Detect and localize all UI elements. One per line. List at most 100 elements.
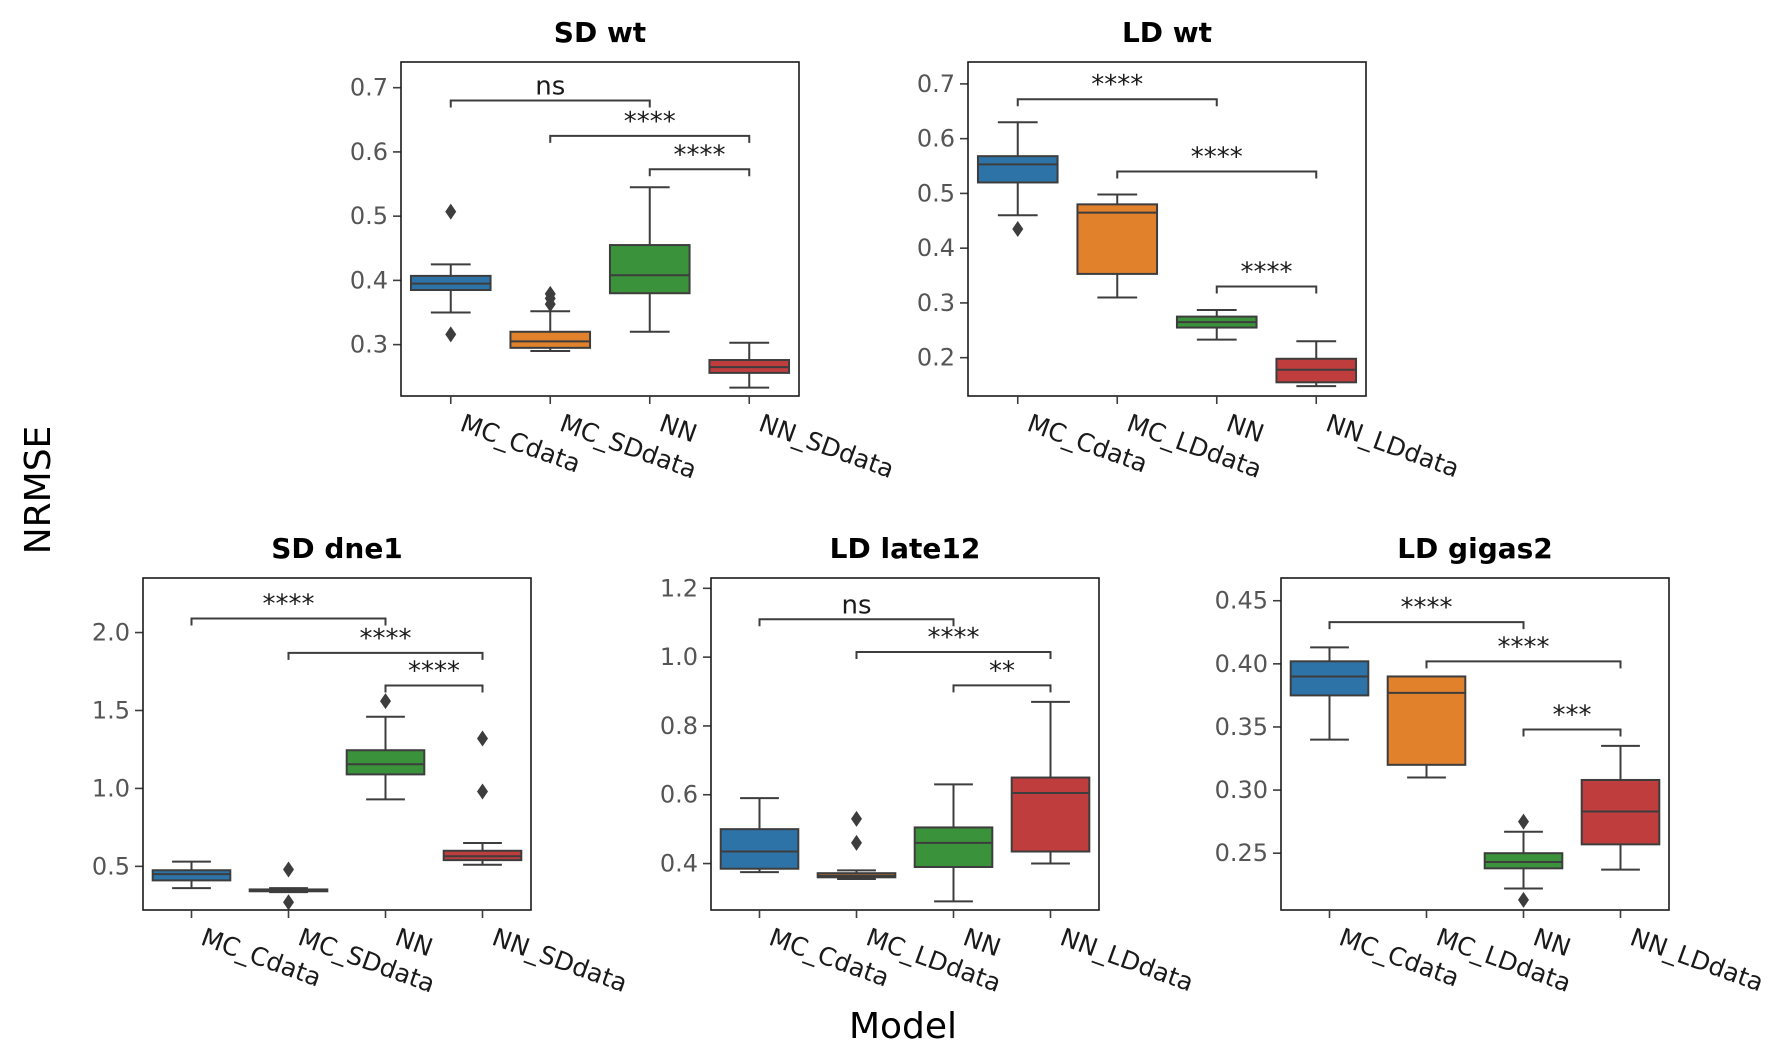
significance-label: **** xyxy=(408,657,460,687)
significance-bracket: **** xyxy=(1116,143,1318,179)
significance-bracket: ns xyxy=(449,72,651,108)
iqr-box xyxy=(1386,675,1467,766)
bracket-line xyxy=(287,651,484,660)
significance-bracket: ns xyxy=(758,590,955,627)
significance-label: **** xyxy=(360,624,412,654)
iqr-box xyxy=(151,869,232,882)
y-axis-title: NRMSE xyxy=(18,426,59,555)
y-tick-label: 1.5 xyxy=(92,696,130,724)
x-tick-label: NN_SDdata xyxy=(755,408,898,484)
x-axis-title: Model xyxy=(849,1006,957,1047)
y-tick-label: 1.0 xyxy=(92,774,130,802)
x-tick-label: NN_LDdata xyxy=(1056,922,1197,997)
panel-title: LD gigas2 xyxy=(1397,532,1553,565)
significance-label: **** xyxy=(1241,257,1293,287)
significance-label: **** xyxy=(1091,70,1143,100)
y-tick-label: 0.5 xyxy=(350,202,388,230)
iqr-box xyxy=(1076,203,1159,275)
y-tick-label: 0.7 xyxy=(917,70,955,98)
y-tick-label: 0.7 xyxy=(350,74,388,102)
y-tick-label: 0.6 xyxy=(917,125,955,153)
plot-frame xyxy=(967,61,1367,397)
bracket-line xyxy=(449,99,651,108)
box-NN xyxy=(1175,309,1258,341)
bracket-line xyxy=(648,168,751,177)
y-tick-label: 0.25 xyxy=(1215,839,1268,867)
significance-label: **** xyxy=(263,590,315,620)
box-MC_Cdata xyxy=(719,797,800,874)
box-NN_SDdata xyxy=(442,730,523,866)
y-tick-label: 0.5 xyxy=(92,852,130,880)
box-MC_SDdata xyxy=(509,285,592,353)
significance-bracket: **** xyxy=(1425,632,1622,669)
significance-label: **** xyxy=(1191,143,1243,173)
outlier-point xyxy=(1012,221,1024,237)
outlier-point xyxy=(445,203,457,220)
y-tick-label: 1.0 xyxy=(660,643,698,671)
outlier-point xyxy=(477,783,488,800)
significance-bracket: **** xyxy=(549,107,751,143)
box-NN xyxy=(913,783,994,903)
significance-bracket: **** xyxy=(287,624,484,660)
iqr-box xyxy=(913,826,994,868)
y-tick-label: 0.30 xyxy=(1215,776,1268,804)
box-NN_SDdata xyxy=(708,341,791,389)
box-MC_LDdata xyxy=(816,810,897,881)
panel-title: LD wt xyxy=(1122,16,1212,49)
box-MC_LDdata xyxy=(1076,193,1159,299)
bracket-line xyxy=(1425,660,1622,669)
box-NN xyxy=(345,693,426,801)
significance-bracket: **** xyxy=(648,140,751,177)
plot-frame xyxy=(400,61,800,397)
panel-title: LD late12 xyxy=(830,532,981,565)
box-NN xyxy=(1483,813,1564,908)
y-tick-label: 0.4 xyxy=(350,266,388,294)
bracket-line xyxy=(1116,170,1318,179)
box-MC_LDdata xyxy=(1386,675,1467,779)
outlier-point xyxy=(851,834,862,851)
significance-label: **** xyxy=(1498,632,1550,662)
bracket-line xyxy=(1522,728,1622,737)
significance-label: *** xyxy=(1553,700,1592,730)
y-tick-label: 0.3 xyxy=(350,331,388,359)
bracket-line xyxy=(855,650,1052,659)
iqr-box xyxy=(1483,852,1564,870)
y-tick-label: 0.6 xyxy=(660,781,698,809)
y-tick-label: 0.3 xyxy=(917,289,955,317)
iqr-box xyxy=(509,330,592,349)
box-NN_LDdata xyxy=(1010,700,1091,865)
significance-label: ns xyxy=(535,72,565,102)
bracket-line xyxy=(384,684,484,693)
outlier-point xyxy=(445,326,457,343)
y-tick-label: 0.45 xyxy=(1215,587,1268,615)
bracket-line xyxy=(1016,98,1218,107)
iqr-box xyxy=(719,828,800,870)
box-MC_SDdata xyxy=(248,861,329,911)
panel-ld-gigas2: LD gigas20.250.300.350.400.45MC_CdataMC_… xyxy=(1215,532,1768,998)
y-tick-label: 2.0 xyxy=(92,619,130,647)
outlier-point xyxy=(1518,891,1529,908)
box-MC_Cdata xyxy=(976,121,1059,237)
box-NN_LDdata xyxy=(1275,340,1358,388)
significance-bracket: **** xyxy=(190,590,387,626)
significance-label: ns xyxy=(841,590,871,620)
significance-label: ** xyxy=(989,656,1015,686)
y-tick-label: 0.35 xyxy=(1215,713,1268,741)
outlier-point xyxy=(1518,813,1529,830)
panel-title: SD dne1 xyxy=(271,532,403,565)
y-tick-label: 0.6 xyxy=(350,138,388,166)
significance-label: **** xyxy=(674,140,726,170)
y-tick-label: 0.8 xyxy=(660,712,698,740)
box-MC_Cdata xyxy=(409,203,492,343)
outlier-point xyxy=(380,693,391,710)
significance-bracket: ** xyxy=(952,656,1052,693)
bracket-line xyxy=(1328,621,1525,630)
outlier-point xyxy=(851,810,862,827)
plot-frame xyxy=(1280,577,1670,911)
box-MC_Cdata xyxy=(1289,646,1370,741)
bracket-line xyxy=(758,618,955,627)
